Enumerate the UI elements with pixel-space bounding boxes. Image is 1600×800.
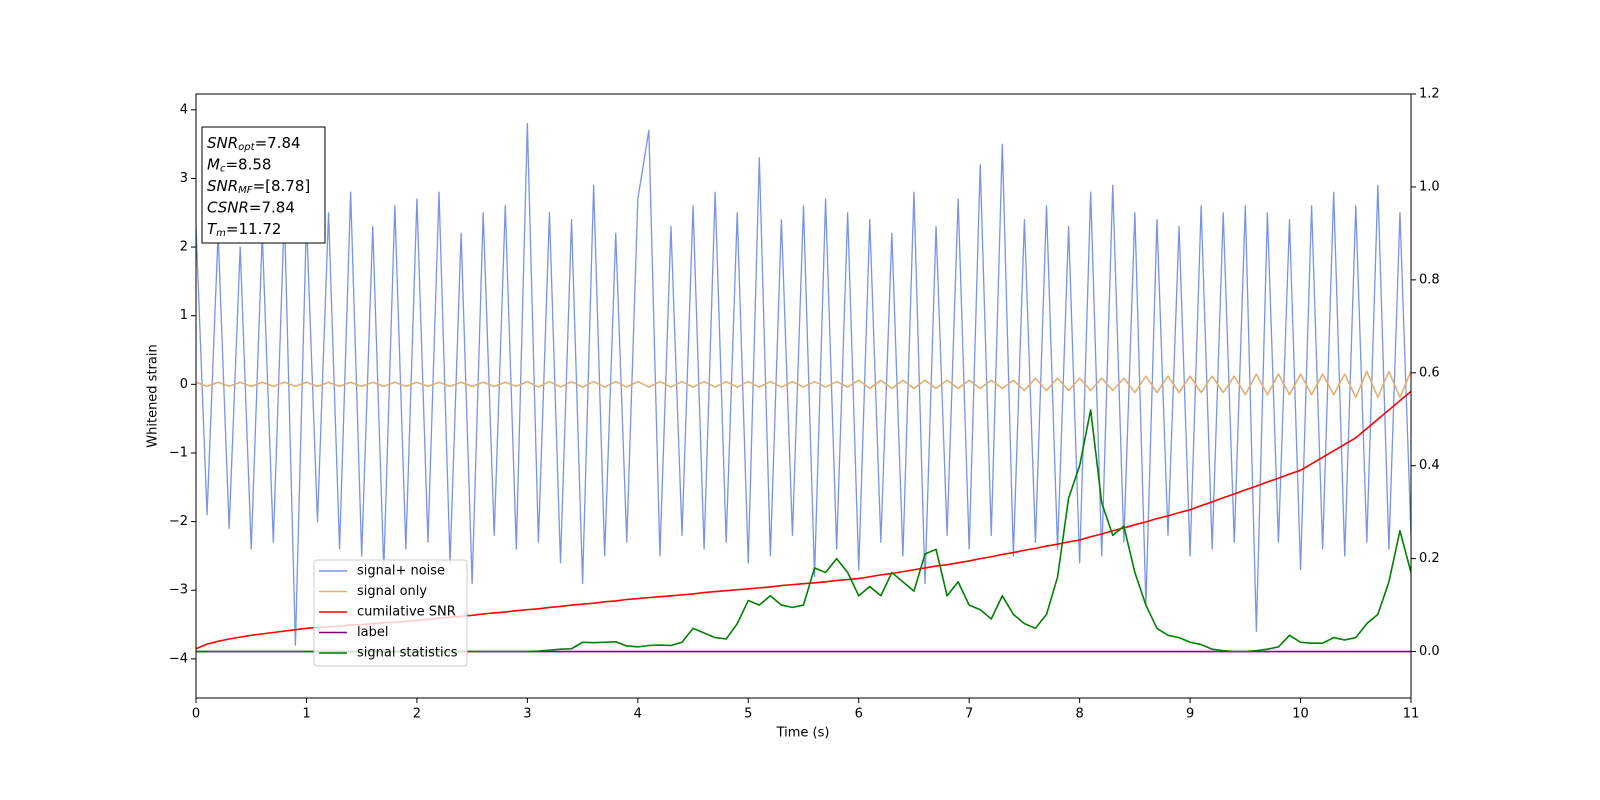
x-tick-label: 3 <box>523 707 531 722</box>
legend-label: label <box>357 625 388 640</box>
annotation-main: SNR <box>207 134 238 152</box>
annotation-main: SNR <box>207 177 238 195</box>
y-tick-label: −1 <box>169 445 188 460</box>
x-tick-label: 4 <box>634 707 642 722</box>
legend-label: signal only <box>357 584 427 599</box>
annotation-line: Mc=8.58 <box>207 155 271 175</box>
y2-tick-label: 1.2 <box>1419 87 1440 102</box>
annotation-line: Tm=11.72 <box>207 220 281 240</box>
plot-frame <box>195 93 1412 699</box>
x-tick-label: 6 <box>855 707 863 722</box>
annotation-rest: =11.72 <box>226 220 282 238</box>
y-tick-label: 0 <box>180 377 188 392</box>
annotation-line: SNRMF=[8.78] <box>207 177 310 197</box>
annotation-rest: =[8.78] <box>253 177 311 195</box>
x-tick-label: 8 <box>1075 707 1083 722</box>
annotation-rest: =8.58 <box>225 155 271 173</box>
x-tick-label: 1 <box>302 707 310 722</box>
y-tick-label: −4 <box>169 651 188 666</box>
x-tick-label: 11 <box>1403 707 1420 722</box>
annotation-rest: =7.84 <box>249 198 295 216</box>
legend-box <box>313 559 468 667</box>
x-tick-label: 10 <box>1292 707 1309 722</box>
x-tick-label: 7 <box>965 707 973 722</box>
annotation-sub: m <box>216 228 226 239</box>
annotation-sub: MF <box>238 185 253 196</box>
annotation-box <box>201 126 326 244</box>
y2-tick-label: 1.0 <box>1419 179 1440 194</box>
x-tick-label: 5 <box>744 707 752 722</box>
annotation-line: SNRopt=7.84 <box>207 134 301 154</box>
y2-tick-label: 0.0 <box>1419 644 1440 659</box>
y2-tick-label: 0.4 <box>1419 458 1440 473</box>
annotation-line: CSNR=7.84 <box>207 198 295 216</box>
series-line <box>196 122 1411 646</box>
series-line <box>196 370 1411 399</box>
y-tick-label: 1 <box>180 308 188 323</box>
y-tick-label: 2 <box>180 240 188 255</box>
y2-tick-label: 0.6 <box>1419 365 1440 380</box>
legend-label: signal statistics <box>357 646 458 661</box>
legend-label: cumilative SNR <box>357 605 456 620</box>
annotation-main: T <box>207 220 218 238</box>
x-tick-label: 0 <box>192 707 200 722</box>
y-tick-label: −3 <box>169 583 188 598</box>
x-tick-label: 9 <box>1186 707 1194 722</box>
annotation-sub: c <box>220 164 226 175</box>
x-tick-label: 2 <box>413 707 421 722</box>
annotation-main: CSNR <box>207 198 249 216</box>
y-tick-label: 4 <box>180 102 188 117</box>
y2-tick-label: 0.2 <box>1419 551 1440 566</box>
y-tick-label: −2 <box>169 514 188 529</box>
legend-label: signal+ noise <box>357 564 445 579</box>
annotation-main: M <box>207 155 220 173</box>
annotation-rest: =7.84 <box>255 134 301 152</box>
y-axis-label: Whitened strain <box>146 344 161 447</box>
y-tick-label: 3 <box>180 171 188 186</box>
annotation-sub: opt <box>238 142 255 153</box>
x-axis-label: Time (s) <box>776 726 830 741</box>
y2-tick-label: 0.8 <box>1419 272 1440 287</box>
